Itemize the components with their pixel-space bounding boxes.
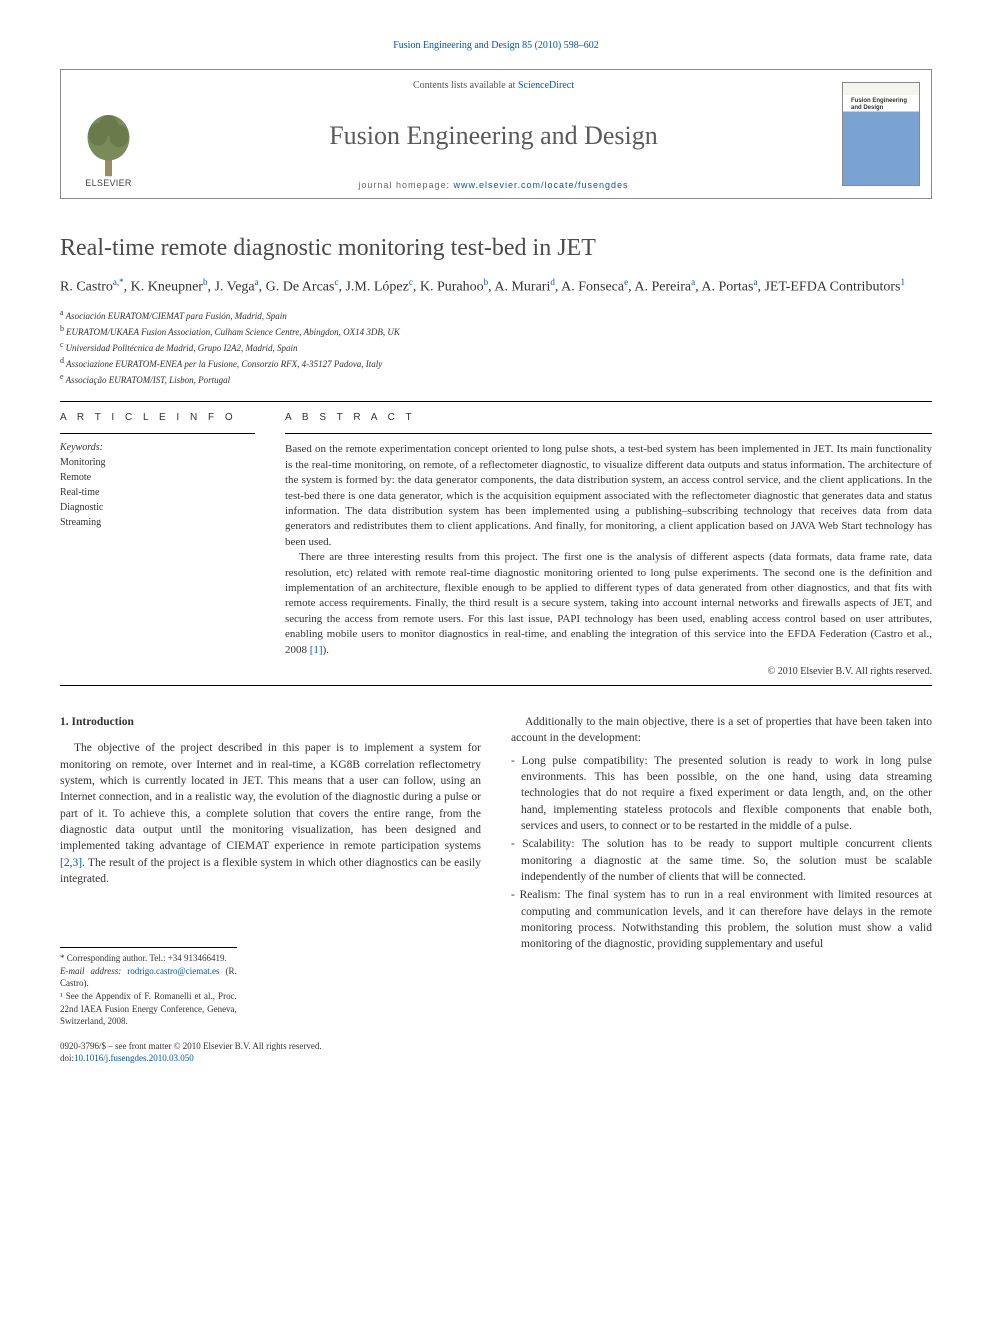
author-aff-sup: c bbox=[334, 277, 338, 287]
list-item: Long pulse compatibility: The presented … bbox=[511, 753, 932, 835]
keyword: Real-time bbox=[60, 485, 255, 500]
section-1-heading: 1. Introduction bbox=[60, 714, 481, 730]
list-item: Scalability: The solution has to be read… bbox=[511, 836, 932, 885]
corresponding-star: * bbox=[119, 277, 124, 287]
keyword: Diagnostic bbox=[60, 500, 255, 515]
keyword: Remote bbox=[60, 470, 255, 485]
author-name: JET-EFDA Contributors bbox=[764, 280, 900, 295]
journal-title: Fusion Engineering and Design bbox=[329, 121, 658, 151]
list-item: Realism: The final system has to run in … bbox=[511, 887, 932, 952]
keywords-list: MonitoringRemoteReal-timeDiagnosticStrea… bbox=[60, 455, 255, 530]
journal-cover-thumb: Fusion Engineering and Design bbox=[842, 82, 920, 186]
info-abstract-row: A R T I C L E I N F O Keywords: Monitori… bbox=[60, 412, 932, 676]
abstract-p2: There are three interesting results from… bbox=[285, 550, 932, 658]
body-p2-text: Additionally to the main objective, ther… bbox=[511, 714, 932, 747]
body-columns: 1. Introduction The objective of the pro… bbox=[60, 714, 932, 1065]
author-name: K. Kneupner bbox=[131, 280, 203, 295]
cover-thumb-block: Fusion Engineering and Design bbox=[831, 70, 931, 198]
affiliation-text: Associazione EURATOM-ENEA per la Fusione… bbox=[66, 359, 382, 369]
abstract-body: Based on the remote experimentation conc… bbox=[285, 433, 932, 657]
running-header: Fusion Engineering and Design 85 (2010) … bbox=[60, 40, 932, 51]
journal-banner: ELSEVIER Contents lists available at Sci… bbox=[60, 69, 932, 199]
affiliation-text: Asociación EURATOM/CIEMAT para Fusión, M… bbox=[66, 311, 287, 321]
keywords-label: Keywords: bbox=[60, 442, 255, 453]
keyword: Streaming bbox=[60, 515, 255, 530]
doi-line: doi:10.1016/j.fusengdes.2010.03.050 bbox=[60, 1052, 481, 1065]
page-root: Fusion Engineering and Design 85 (2010) … bbox=[0, 0, 992, 1105]
contents-line: Contents lists available at ScienceDirec… bbox=[413, 80, 574, 91]
front-matter-line: 0920-3796/$ – see front matter © 2010 El… bbox=[60, 1040, 481, 1053]
author-aff-sup: b bbox=[484, 277, 489, 287]
publisher-logo-block: ELSEVIER bbox=[61, 70, 156, 198]
article-info-heading: A R T I C L E I N F O bbox=[60, 412, 255, 423]
elsevier-tree-icon bbox=[81, 108, 136, 178]
email-label: E-mail address: bbox=[60, 966, 127, 976]
author-aff-sup: d bbox=[550, 277, 555, 287]
affiliation-text: Associação EURATOM/IST, Lisbon, Portugal bbox=[66, 375, 231, 385]
doi-prefix: doi: bbox=[60, 1053, 74, 1063]
sciencedirect-link[interactable]: ScienceDirect bbox=[518, 80, 574, 91]
body-p1: The objective of the project described i… bbox=[60, 740, 481, 887]
author-name: A. Portas bbox=[701, 280, 753, 295]
ref-link-23[interactable]: [2,3] bbox=[60, 857, 82, 869]
footnote-1: ¹ See the Appendix of F. Romanelli et al… bbox=[60, 990, 237, 1028]
rule-mid bbox=[60, 685, 932, 686]
homepage-line: journal homepage: www.elsevier.com/locat… bbox=[358, 180, 628, 190]
author-name: J.M. López bbox=[345, 280, 408, 295]
homepage-link[interactable]: www.elsevier.com/locate/fusengdes bbox=[453, 180, 628, 190]
author-name: K. Purahoo bbox=[420, 280, 484, 295]
author-name: A. Pereira bbox=[634, 280, 691, 295]
author-name: R. Castro bbox=[60, 280, 113, 295]
author-aff-sup: 1 bbox=[900, 277, 905, 287]
author-aff-sup: a bbox=[753, 277, 757, 287]
author-name: A. Fonseca bbox=[561, 280, 624, 295]
author-aff-sup: c bbox=[409, 277, 413, 287]
author-aff-sup: a bbox=[691, 277, 695, 287]
affiliation-line: c Universidad Politécnica de Madrid, Gru… bbox=[60, 339, 932, 355]
abstract-copyright: © 2010 Elsevier B.V. All rights reserved… bbox=[285, 666, 932, 677]
email-link[interactable]: rodrigo.castro@ciemat.es bbox=[127, 966, 219, 976]
authors-line: R. Castroa,*, K. Kneupnerb, J. Vegaa, G.… bbox=[60, 276, 932, 297]
banner-middle: Contents lists available at ScienceDirec… bbox=[156, 70, 831, 198]
footnotes: * Corresponding author. Tel.: +34 913466… bbox=[60, 947, 237, 1028]
body-p1-a: The objective of the project described i… bbox=[60, 742, 481, 852]
email-line: E-mail address: rodrigo.castro@ciemat.es… bbox=[60, 965, 237, 990]
abstract-column: A B S T R A C T Based on the remote expe… bbox=[285, 412, 932, 676]
affiliations: a Asociación EURATOM/CIEMAT para Fusión,… bbox=[60, 307, 932, 387]
affiliation-line: e Associação EURATOM/IST, Lisbon, Portug… bbox=[60, 371, 932, 387]
author-aff-sup: e bbox=[624, 277, 628, 287]
publisher-name: ELSEVIER bbox=[85, 178, 131, 188]
author-aff-sup: b bbox=[203, 277, 208, 287]
article-title: Real-time remote diagnostic monitoring t… bbox=[60, 235, 932, 262]
contents-prefix: Contents lists available at bbox=[413, 80, 518, 91]
doi-link[interactable]: 10.1016/j.fusengdes.2010.03.050 bbox=[74, 1053, 194, 1063]
keywords-block: Keywords: MonitoringRemoteReal-timeDiagn… bbox=[60, 433, 255, 530]
body-p2: Additionally to the main objective, ther… bbox=[511, 714, 932, 747]
abstract-heading: A B S T R A C T bbox=[285, 412, 932, 423]
homepage-prefix: journal homepage: bbox=[358, 180, 453, 190]
cover-thumb-title: Fusion Engineering and Design bbox=[851, 98, 911, 111]
doi-block: 0920-3796/$ – see front matter © 2010 El… bbox=[60, 1040, 481, 1065]
author-aff-sup: a bbox=[255, 277, 259, 287]
affiliation-line: b EURATOM/UKAEA Fusion Association, Culh… bbox=[60, 323, 932, 339]
abstract-p2-a: There are three interesting results from… bbox=[285, 551, 932, 655]
author-name: J. Vega bbox=[214, 280, 254, 295]
author-name: G. De Arcas bbox=[266, 280, 335, 295]
rule-top bbox=[60, 401, 932, 402]
affiliation-text: EURATOM/UKAEA Fusion Association, Culham… bbox=[66, 327, 400, 337]
article-info-column: A R T I C L E I N F O Keywords: Monitori… bbox=[60, 412, 255, 676]
affiliation-text: Universidad Politécnica de Madrid, Grupo… bbox=[66, 343, 298, 353]
abstract-p1: Based on the remote experimentation conc… bbox=[285, 442, 932, 550]
body-bullet-list: Long pulse compatibility: The presented … bbox=[511, 753, 932, 953]
body-p1-b: . The result of the project is a flexibl… bbox=[60, 857, 481, 885]
abstract-p2-b: ). bbox=[323, 644, 329, 656]
author-name: A. Murari bbox=[494, 280, 550, 295]
affiliation-line: a Asociación EURATOM/CIEMAT para Fusión,… bbox=[60, 307, 932, 323]
corresponding-author: * Corresponding author. Tel.: +34 913466… bbox=[60, 952, 237, 965]
affiliation-line: d Associazione EURATOM-ENEA per la Fusio… bbox=[60, 355, 932, 371]
ref-link-1[interactable]: [1] bbox=[310, 644, 323, 656]
keyword: Monitoring bbox=[60, 455, 255, 470]
